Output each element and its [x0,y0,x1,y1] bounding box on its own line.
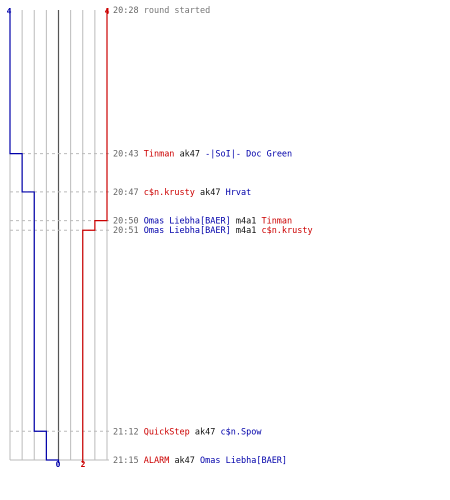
score-step-blue [9,8,60,463]
event-killer: Tinman [144,150,175,160]
event-victim: Omas Liebha[BAER] [200,456,287,466]
event-time: 21:12 [113,427,139,437]
grid-lines [9,10,108,461]
event-killer: Omas Liebha[BAER] [144,217,231,227]
event-weapon: ak47 [180,150,200,160]
event-time: 20:43 [113,150,139,160]
event-weapon: m4a1 [236,226,256,236]
event-victim: c$n.Spow [221,427,263,437]
event-line: 20:28 round started [113,6,210,16]
event-time: 20:28 [113,6,139,16]
event-line: 20:43 Tinman ak47 -|SoI|- Doc Green [113,150,292,160]
event-text: round started [144,6,211,16]
event-time: 20:47 [113,188,139,198]
event-line: 21:15 ALARM ak47 Omas Liebha[BAER] [113,456,287,466]
end-score-blue: 0 [56,460,61,469]
event-time: 20:50 [113,217,139,227]
event-weapon: ak47 [174,456,194,466]
event-time: 20:51 [113,226,139,236]
start-score-red: 4 [105,7,110,16]
event-weapon: ak47 [200,188,220,198]
event-victim: Hrvat [226,188,252,198]
score-step-lines [9,8,108,463]
event-killer: QuickStep [144,427,190,437]
event-labels: 20:28 round started 20:43 Tinman ak47 -|S… [113,6,313,466]
event-weapon: ak47 [195,427,215,437]
event-line: 20:47 c$n.krusty ak47 Hrvat [113,188,251,198]
event-time: 21:15 [113,456,139,466]
event-line: 20:50 Omas Liebha[BAER] m4a1 Tinman [113,217,292,227]
event-killer: c$n.krusty [144,188,195,198]
event-victim: c$n.krusty [261,226,312,236]
event-victim: -|SoI|- Doc Green [205,150,292,160]
score-step-red [82,8,108,463]
end-score-red: 2 [81,460,86,469]
event-killer: ALARM [144,456,170,466]
event-victim: Tinman [261,217,292,227]
event-dash-lines [10,153,110,461]
event-line: 21:12 QuickStep ak47 c$n.Spow [113,427,262,437]
event-killer: Omas Liebha[BAER] [144,226,231,236]
start-score-blue: 4 [7,7,12,16]
event-line: 20:51 Omas Liebha[BAER] m4a1 c$n.krusty [113,226,313,236]
event-weapon: m4a1 [236,217,256,227]
